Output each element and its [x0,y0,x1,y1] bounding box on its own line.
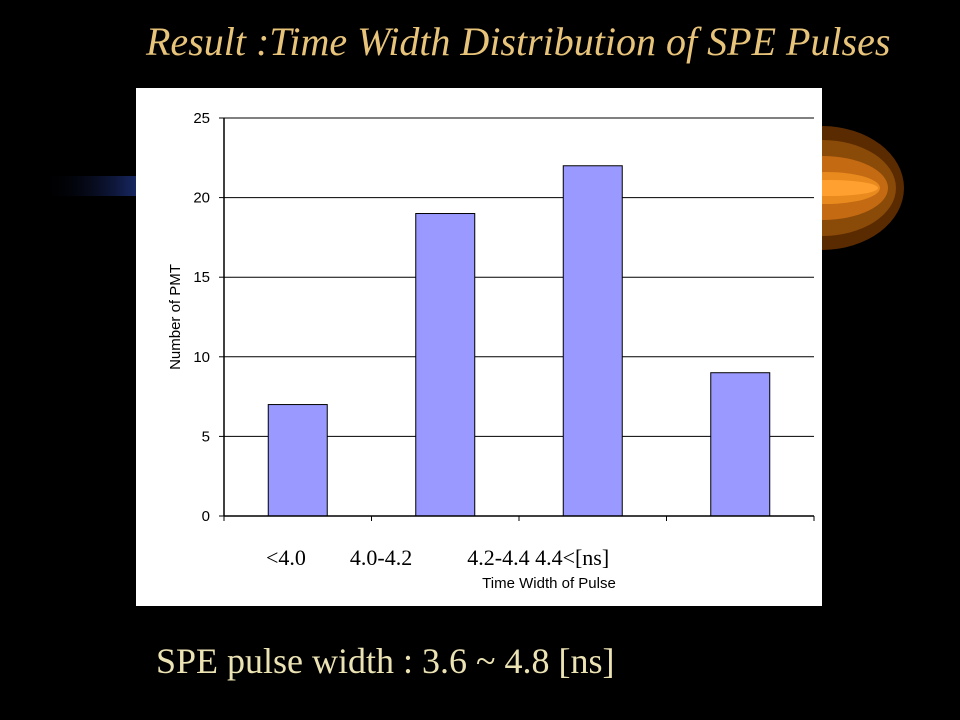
bars [267,165,771,517]
bar-4 [710,372,771,517]
footer-text: SPE pulse width : 3.6 ~ 4.8 [ns] [156,641,615,681]
x-category-labels: <4.0 4.0-4.2 4.2-4.4 4.4<[ns] [266,545,666,571]
y-axis-title: Number of PMT [167,264,184,370]
x-category-label-1: <4.0 [266,545,306,570]
y-tick-label: 20 [193,190,210,207]
x-category-label-3: 4.2-4.4 [467,545,530,570]
blue-beam-decor [40,176,140,196]
y-tick-label: 10 [193,349,210,366]
slide-title: Result :Time Width Distribution of SPE P… [146,19,891,64]
y-tick-label: 5 [202,428,210,445]
x-axis-title: Time Width of Pulse [482,575,616,592]
bar-2 [415,213,476,517]
y-tick-label: 15 [193,269,210,286]
bar-chart: 0 5 10 15 20 25 Number of PMT Time Width of P… [167,110,815,592]
chart-panel: 0 5 10 15 20 25 Number of PMT Time Width of P… [136,88,822,606]
bar-3 [562,165,623,517]
y-tick-label: 25 [193,110,210,127]
y-tick-label: 0 [202,508,210,525]
axes [223,118,815,521]
y-tick-labels: 0 5 10 15 20 25 [193,110,210,525]
x-category-label-4: 4.4<[ns] [535,545,610,570]
x-category-label-2: 4.0-4.2 [349,545,413,570]
bar-1 [267,404,328,517]
